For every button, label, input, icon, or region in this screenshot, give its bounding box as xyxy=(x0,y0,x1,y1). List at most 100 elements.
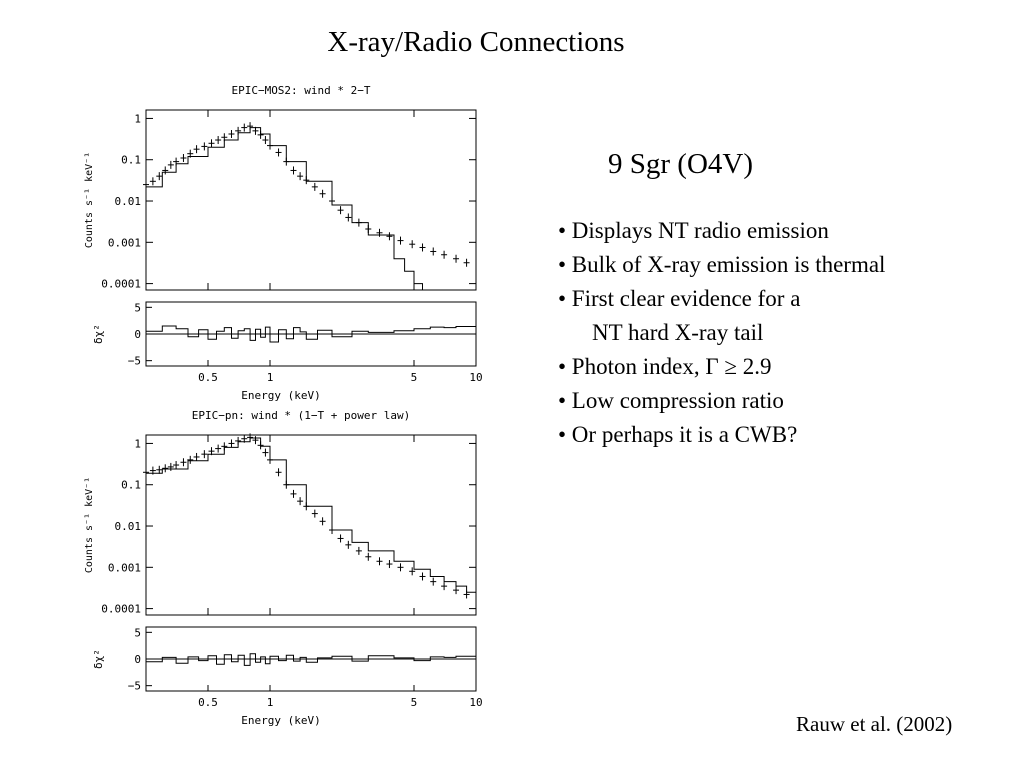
data-point xyxy=(149,466,156,475)
bullet-item: • Displays NT radio emission xyxy=(558,218,829,243)
residual-line xyxy=(146,653,477,666)
chart-title: EPIC−MOS2: wind * 2−T xyxy=(231,84,370,97)
model-line xyxy=(146,127,423,290)
data-point xyxy=(235,436,242,445)
data-point xyxy=(419,243,426,252)
data-point xyxy=(441,250,448,259)
bullet-item: • Photon index, Γ ≥ 2.9 xyxy=(558,354,772,379)
data-point xyxy=(167,160,174,169)
data-point xyxy=(252,436,259,445)
data-point xyxy=(355,546,362,555)
data-point xyxy=(397,563,404,572)
data-point xyxy=(365,552,372,561)
slide-title: X-ray/Radio Connections xyxy=(327,26,625,58)
resid-tick-label: 0 xyxy=(134,653,141,666)
data-point xyxy=(303,176,310,185)
x-axis-label: Energy (keV) xyxy=(241,389,320,402)
pn-spectrum-svg: EPIC−pn: wind * (1−T + power law) 1 0.1 0.0… xyxy=(84,409,483,727)
bullet-item: • Or perhaps it is a CWB? xyxy=(558,422,798,447)
data-point xyxy=(257,441,264,450)
data-point xyxy=(275,468,282,477)
data-point xyxy=(267,455,274,464)
data-point xyxy=(386,232,393,241)
data-point xyxy=(355,218,362,227)
data-point xyxy=(235,126,242,135)
main-plot-frame xyxy=(145,109,477,291)
bullet-item: • Bulk of X-ray emission is thermal xyxy=(558,252,886,277)
data-point xyxy=(297,497,304,506)
resid-axis-label: δχ² xyxy=(92,649,105,669)
bullet-item-continuation: NT hard X-ray tail xyxy=(592,320,764,345)
data-point xyxy=(345,213,352,222)
y-tick-label: 0.001 xyxy=(108,236,141,249)
x-tick-label: 10 xyxy=(469,696,482,709)
x-tick-label: 10 xyxy=(469,371,482,384)
x-tick-label: 1 xyxy=(267,371,274,384)
data-point xyxy=(262,136,269,145)
x-tick-label: 5 xyxy=(411,371,418,384)
data-point xyxy=(257,130,264,139)
data-point xyxy=(262,448,269,457)
data-point xyxy=(297,172,304,181)
data-point xyxy=(319,517,326,526)
x-axis-label: Energy (keV) xyxy=(241,714,320,727)
data-point xyxy=(386,560,393,569)
data-point xyxy=(252,126,259,135)
model-line xyxy=(146,437,477,602)
data-point xyxy=(187,149,194,158)
data-point xyxy=(167,462,174,471)
data-point xyxy=(201,450,208,459)
data-point xyxy=(397,236,404,245)
y-tick-label: 0.0001 xyxy=(101,278,141,291)
y-tick-label: 0.1 xyxy=(121,479,141,492)
data-point xyxy=(376,557,383,566)
data-point xyxy=(208,139,215,148)
data-point xyxy=(228,439,235,448)
data-point xyxy=(143,180,149,189)
data-point xyxy=(228,129,235,138)
data-point xyxy=(156,465,163,474)
citation: Rauw et al. (2002) xyxy=(796,712,953,736)
data-point xyxy=(337,206,344,215)
data-point xyxy=(430,577,437,586)
y-tick-label: 0.001 xyxy=(108,561,141,574)
star-name: 9 Sgr (O4V) xyxy=(608,148,753,180)
data-point xyxy=(173,461,180,470)
resid-axis-label: δχ² xyxy=(92,324,105,344)
bullet-list: • Displays NT radio emission • Bulk of X… xyxy=(558,214,885,452)
data-point xyxy=(329,197,336,206)
data-point xyxy=(453,586,460,595)
data-point xyxy=(208,447,215,456)
y-tick-label: 1 xyxy=(134,112,141,125)
spectrum-chart-mos2: EPIC−MOS2: wind * 2−T 1 0.1 0.01 0.001 0.0001… xyxy=(70,80,510,420)
data-point xyxy=(463,590,470,599)
data-point xyxy=(329,526,336,535)
data-point xyxy=(149,177,156,186)
data-point xyxy=(290,489,297,498)
data-point xyxy=(162,464,169,473)
data-point xyxy=(275,148,282,157)
data-point xyxy=(311,182,318,191)
data-point xyxy=(241,434,248,443)
data-point xyxy=(345,540,352,549)
data-point xyxy=(283,480,290,489)
bullet-item: • Low compression ratio xyxy=(558,388,784,413)
data-point xyxy=(303,502,310,511)
data-point xyxy=(247,122,254,131)
data-point xyxy=(215,444,222,453)
data-point xyxy=(143,468,149,477)
data-point xyxy=(283,157,290,166)
data-point xyxy=(409,567,416,576)
data-point xyxy=(337,534,344,543)
data-point xyxy=(290,166,297,175)
data-point xyxy=(215,136,222,145)
resid-tick-label: 5 xyxy=(134,626,141,639)
data-point xyxy=(311,509,318,518)
resid-tick-label: −5 xyxy=(128,680,141,693)
resid-tick-label: −5 xyxy=(128,355,141,368)
resid-tick-label: 0 xyxy=(134,328,141,341)
x-tick-label: 5 xyxy=(411,696,418,709)
y-tick-label: 0.1 xyxy=(121,154,141,167)
data-point xyxy=(453,254,460,263)
spectrum-chart-pn: EPIC−pn: wind * (1−T + power law) 1 0.1 0.0… xyxy=(70,405,510,745)
